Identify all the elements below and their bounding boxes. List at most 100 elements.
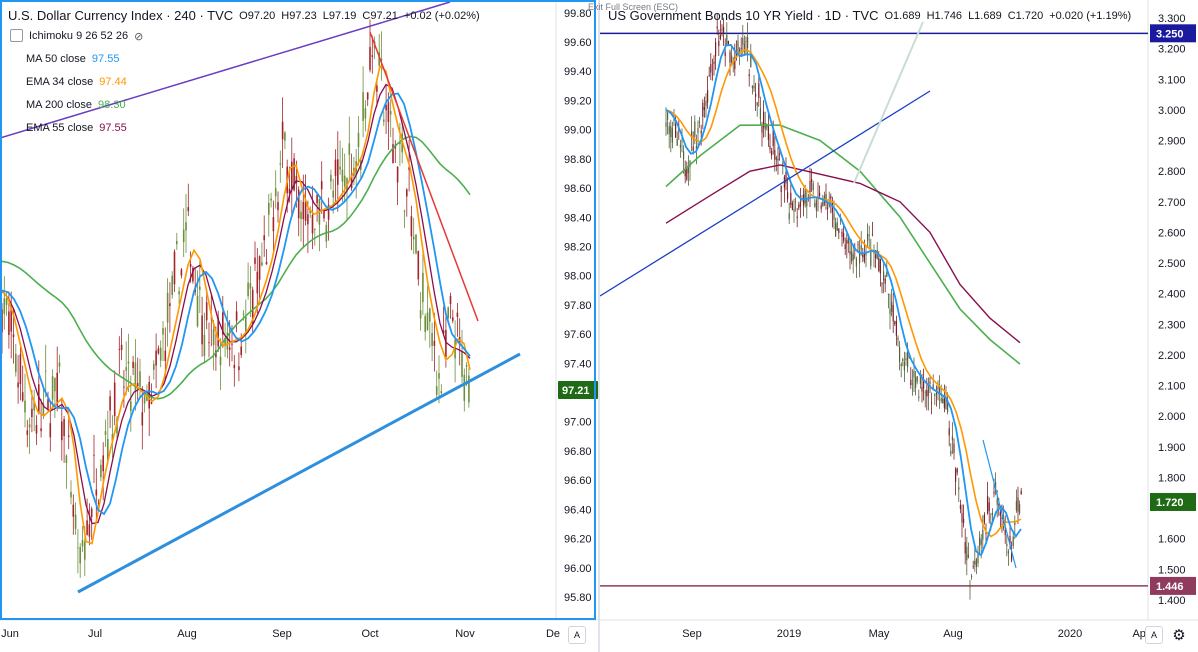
left-indicator-row[interactable]: EMA 55 close 97.55 bbox=[26, 122, 480, 134]
right-y-tick: 2.400 bbox=[1158, 289, 1186, 301]
right-candle-body bbox=[863, 252, 865, 262]
left-candle-body bbox=[72, 504, 75, 517]
left-candle-body bbox=[212, 329, 215, 346]
right-candle-body bbox=[940, 398, 942, 401]
right-candle-body bbox=[977, 553, 979, 564]
right-candle-body bbox=[971, 576, 973, 578]
right-candle-body bbox=[879, 259, 881, 274]
settings-gear-icon[interactable]: ⚙ bbox=[1172, 627, 1186, 644]
right-candle-body bbox=[972, 565, 974, 567]
left-ohlc-change: +0.02 (+0.02%) bbox=[403, 9, 480, 22]
right-candle-body bbox=[1006, 544, 1008, 547]
left-chart-canvas[interactable]: 99.80 99.60 99.40 99.20 99.00 98.80 98.60 98.40… bbox=[0, 0, 598, 652]
left-price-label-text: 97.21 bbox=[562, 385, 590, 397]
right-symbol-title[interactable]: US Government Bonds 10 YR Yield · 1D · T… bbox=[608, 8, 879, 23]
right-candle-body bbox=[681, 141, 683, 142]
right-candle-body bbox=[935, 392, 937, 394]
left-candle-body bbox=[171, 275, 173, 295]
right-candle-body bbox=[847, 237, 849, 244]
right-candle-body bbox=[927, 385, 929, 397]
right-x-tick: May bbox=[869, 628, 890, 640]
left-candle-body bbox=[281, 121, 284, 140]
right-candle-body bbox=[966, 546, 968, 561]
right-candle-body bbox=[731, 55, 733, 64]
left-candle-body bbox=[392, 144, 394, 164]
right-candle-body bbox=[878, 258, 880, 272]
left-candle-body bbox=[371, 55, 374, 57]
left-chart-pane[interactable]: 99.80 99.60 99.40 99.20 99.00 98.80 98.60 98.40… bbox=[0, 0, 598, 652]
left-candle-body bbox=[74, 514, 77, 529]
right-candle-body bbox=[883, 271, 885, 281]
left-candle-body bbox=[226, 332, 229, 350]
right-candle-body bbox=[723, 26, 725, 34]
left-candle-body bbox=[334, 159, 337, 176]
right-chart-canvas[interactable]: 3.300 3.200 3.100 3.000 2.900 2.800 2.700 2.600… bbox=[600, 0, 1198, 652]
left-indicator-row[interactable]: MA 200 close 98.30 bbox=[26, 99, 480, 111]
left-x-tick: Jul bbox=[88, 628, 102, 640]
right-candle-body bbox=[1007, 551, 1009, 554]
ichimoku-toggle-checkbox[interactable] bbox=[10, 29, 23, 42]
left-candle-body bbox=[261, 262, 263, 266]
right-y-tick: 2.100 bbox=[1158, 381, 1186, 393]
left-candle-body bbox=[389, 111, 392, 115]
right-candle-body bbox=[670, 125, 672, 138]
left-symbol-title[interactable]: U.S. Dollar Currency Index · 240 · TVC bbox=[8, 8, 234, 23]
right-candle-body bbox=[884, 278, 886, 284]
right-candle-body bbox=[755, 93, 757, 97]
right-candle-body bbox=[779, 154, 781, 156]
right-chart-pane[interactable]: 3.300 3.200 3.100 3.000 2.900 2.800 2.700 2.600… bbox=[600, 0, 1198, 652]
left-candle-body bbox=[419, 310, 422, 319]
right-candle-body bbox=[700, 130, 702, 134]
right-candle-body bbox=[958, 487, 960, 490]
left-indicator-row[interactable]: Ichimoku 9 26 52 26 ⊘ bbox=[10, 29, 480, 43]
right-candle-body bbox=[679, 144, 681, 148]
right-x-tick: 2019 bbox=[777, 628, 801, 640]
right-candle-body bbox=[777, 158, 779, 161]
right-candle-body bbox=[998, 504, 1000, 506]
right-candle-body bbox=[951, 436, 953, 441]
left-candle-body bbox=[410, 216, 413, 237]
right-candle-body bbox=[676, 138, 678, 146]
right-candle-body bbox=[839, 219, 841, 221]
left-y-tick: 99.20 bbox=[564, 95, 592, 107]
left-x-tick: Sep bbox=[272, 628, 292, 640]
right-candle-body bbox=[849, 251, 851, 255]
left-ohlc-close: C97.21 bbox=[362, 9, 398, 22]
left-y-tick: 99.40 bbox=[564, 66, 592, 78]
left-candle-body bbox=[1, 309, 3, 333]
left-candle-body bbox=[35, 424, 38, 434]
left-candle-body bbox=[447, 307, 449, 319]
right-candle-body bbox=[695, 146, 697, 152]
right-candle-body bbox=[865, 253, 867, 256]
left-indicator-value: 97.55 bbox=[99, 122, 127, 134]
right-candle-body bbox=[771, 150, 773, 156]
right-candle-body bbox=[740, 47, 742, 49]
left-candle-body bbox=[56, 372, 58, 406]
left-y-tick: 97.80 bbox=[564, 300, 592, 312]
right-candle-body bbox=[687, 165, 689, 173]
left-candle-body bbox=[263, 235, 265, 241]
hidden-eye-icon[interactable]: ⊘ bbox=[134, 30, 144, 43]
right-candle-body bbox=[767, 126, 769, 140]
pane-divider[interactable] bbox=[598, 0, 600, 652]
right-short-trendline bbox=[982, 439, 1017, 569]
left-candle-body bbox=[300, 211, 302, 220]
left-candle-body bbox=[95, 489, 98, 496]
right-auto-scale-button[interactable]: A bbox=[1145, 626, 1163, 644]
auto-scale-button[interactable]: A bbox=[568, 626, 586, 644]
right-candle-body bbox=[955, 469, 957, 482]
left-candle-body bbox=[291, 161, 293, 189]
left-candle-body bbox=[150, 401, 153, 404]
right-candle-body bbox=[780, 185, 782, 193]
left-candle-body bbox=[320, 181, 323, 190]
right-candle-body bbox=[911, 383, 913, 385]
left-candle-body bbox=[408, 167, 410, 170]
right-candle-body bbox=[753, 85, 755, 89]
left-indicator-row[interactable]: EMA 34 close 97.44 bbox=[26, 76, 480, 88]
right-candle-body bbox=[897, 337, 899, 341]
exit-fullscreen-hint[interactable]: Exit Full Screen (ESC) bbox=[588, 2, 679, 12]
right-ema-orange-line bbox=[665, 48, 1022, 538]
right-candle-body bbox=[983, 514, 985, 523]
right-candle-body bbox=[833, 213, 835, 220]
left-indicator-row[interactable]: MA 50 close 97.55 bbox=[26, 53, 480, 65]
